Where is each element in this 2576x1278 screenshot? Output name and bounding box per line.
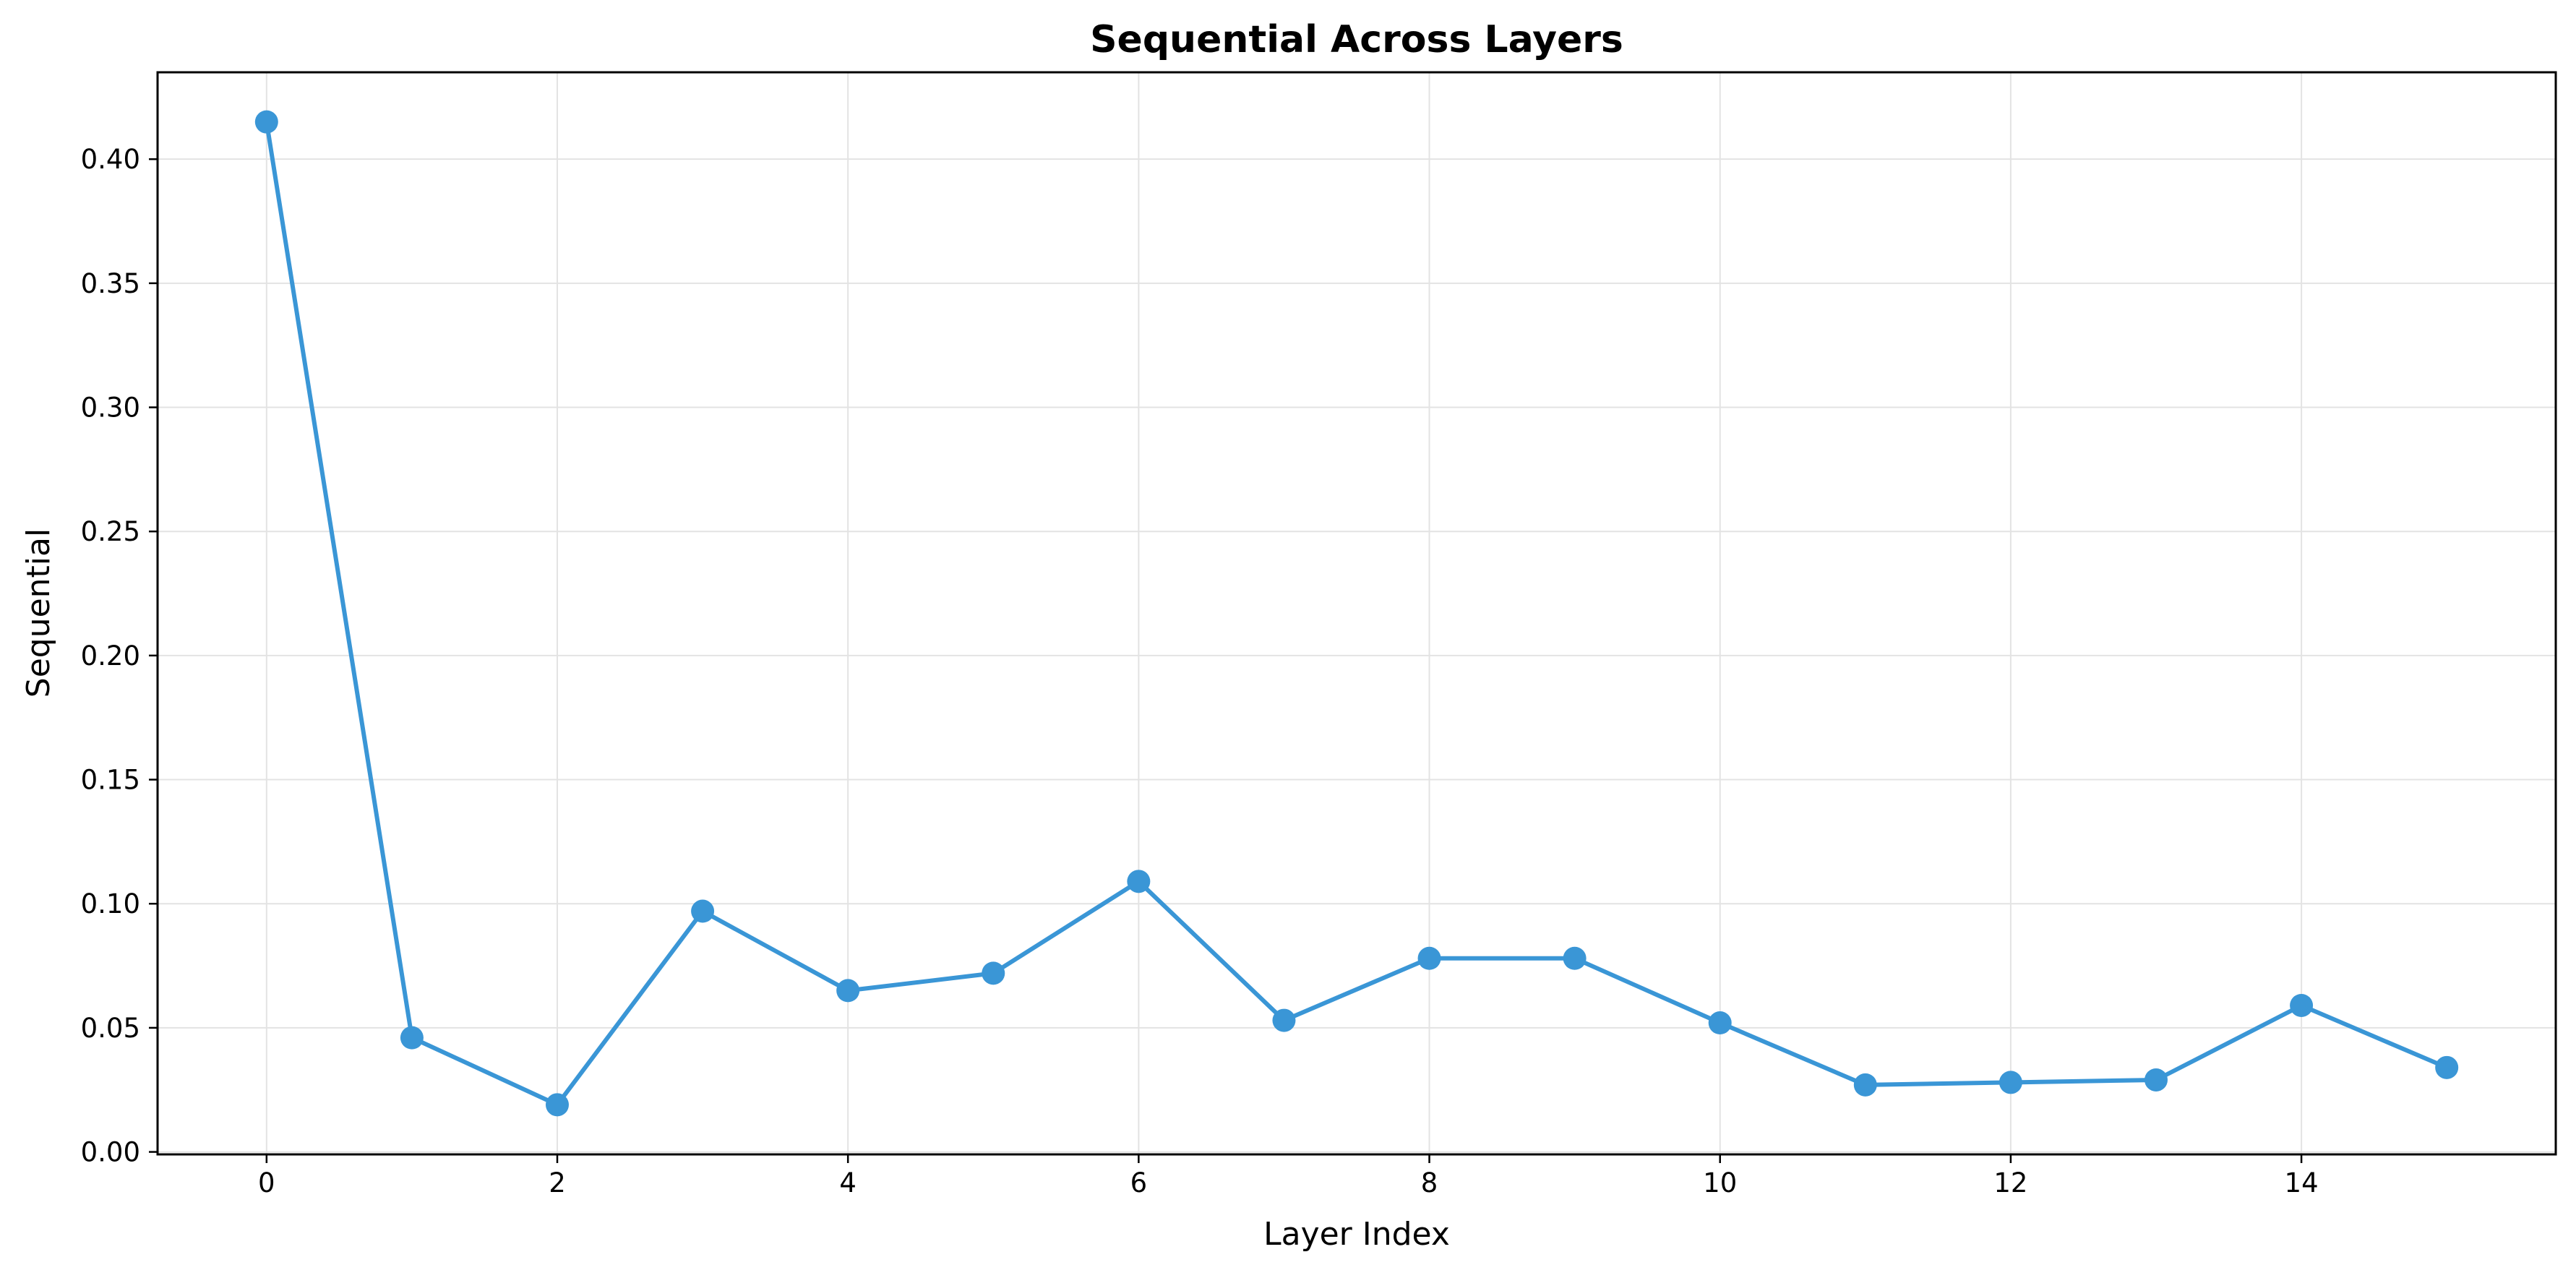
series-line [264, 119, 2450, 1107]
x-tick-label: 0 [258, 1167, 275, 1198]
data-point [546, 1093, 569, 1117]
x-tick-label: 6 [1130, 1167, 1148, 1198]
y-tick-label: 0.05 [81, 1013, 140, 1044]
series-layer [254, 110, 2459, 1117]
data-point [1272, 1008, 1296, 1032]
y-tick-label: 0.25 [81, 516, 140, 547]
data-point [2290, 993, 2314, 1017]
x-axis-label: Layer Index [1263, 1216, 1450, 1253]
data-point [691, 899, 715, 923]
y-tick-label: 0.35 [81, 268, 140, 299]
chart-title: Sequential Across Layers [1090, 18, 1623, 61]
data-point [1127, 870, 1151, 893]
y-tick-label: 0.15 [81, 765, 140, 796]
x-tick-label: 2 [549, 1167, 566, 1198]
data-point [2435, 1055, 2459, 1079]
y-tick-label: 0.30 [81, 393, 140, 424]
y-tick-label: 0.00 [81, 1137, 140, 1168]
x-tick-label: 10 [1703, 1167, 1737, 1198]
data-point [400, 1026, 424, 1050]
y-axis-label: Sequential [20, 528, 57, 698]
grid-layer [158, 72, 2556, 1154]
x-axis-ticks: 0 2 4 6 8 10 12 14 [258, 1154, 2319, 1198]
y-axis-ticks: 0.00 0.05 0.10 0.15 0.20 0.25 0.30 0.35 0.40 [81, 144, 158, 1168]
data-point [254, 110, 278, 134]
data-point [1853, 1073, 1877, 1097]
data-point [2144, 1068, 2168, 1092]
data-point [982, 961, 1005, 985]
y-tick-label: 0.40 [81, 144, 140, 175]
data-point [836, 979, 860, 1003]
x-tick-label: 8 [1421, 1167, 1438, 1198]
data-point [1563, 946, 1587, 970]
x-tick-label: 4 [839, 1167, 856, 1198]
x-tick-label: 12 [1993, 1167, 2027, 1198]
data-point [1998, 1071, 2022, 1094]
plot-frame [156, 71, 2557, 1156]
y-tick-label: 0.20 [81, 640, 140, 672]
data-point [1417, 946, 1441, 970]
data-point [1708, 1011, 1732, 1035]
y-tick-label: 0.10 [81, 888, 140, 919]
x-tick-label: 14 [2285, 1167, 2319, 1198]
